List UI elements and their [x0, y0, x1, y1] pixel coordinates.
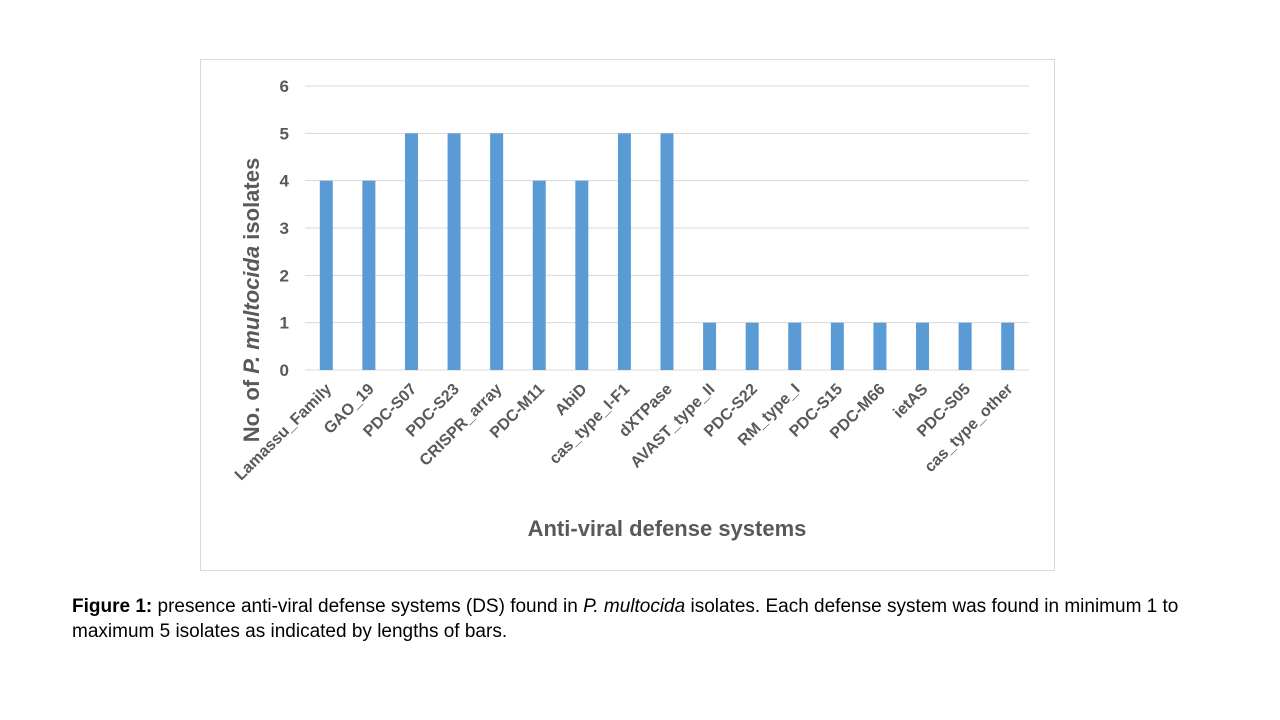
y-tick-label: 6	[280, 77, 289, 96]
bar-PDC-S22	[745, 322, 759, 370]
x-category-label: ietAS	[890, 381, 931, 422]
bar-Lamassu_Family	[319, 180, 333, 370]
y-tick-label: 3	[280, 219, 289, 238]
bar-ietAS	[916, 322, 930, 370]
bar-chart: 0 1 2 3 4 5 6 Lamassu_FamilyGAO_19PDC-S07PDC-S…	[232, 77, 1029, 541]
bar-PDC-S23	[447, 133, 461, 370]
y-tick-label: 2	[280, 266, 289, 285]
x-axis-title: Anti-viral defense systems	[528, 516, 807, 541]
figure-caption: Figure 1: presence anti-viral defense sy…	[72, 594, 1212, 644]
bar-PDC-S05	[958, 322, 972, 370]
y-tick-label: 4	[280, 172, 290, 191]
y-tick-label: 5	[280, 124, 289, 143]
bar-PDC-S15	[830, 322, 844, 370]
y-tick-labels: 0 1 2 3 4 5 6	[280, 77, 290, 380]
x-category-labels: Lamassu_FamilyGAO_19PDC-S07PDC-S23CRISPR…	[232, 381, 1017, 484]
caption-label: Figure 1:	[72, 596, 153, 617]
bar-cas_type_other	[1001, 322, 1015, 370]
bar-CRISPR_array	[490, 133, 504, 370]
bar-AVAST_type_II	[703, 322, 717, 370]
bar-AbiD	[575, 180, 589, 370]
y-axis-title: No. of P. multocida isolates	[239, 158, 264, 442]
y-tick-label: 1	[280, 314, 289, 333]
bar-PDC-M11	[532, 180, 546, 370]
bar-GAO_19	[362, 180, 376, 370]
bar-PDC-M66	[873, 322, 887, 370]
x-category-label: AbiD	[552, 381, 590, 419]
caption-text-after: isolates. Each defense system was found …	[72, 596, 1179, 642]
bars	[319, 133, 1015, 370]
bar-cas_type_I-F1	[617, 133, 631, 370]
chart-frame: 0 1 2 3 4 5 6 Lamassu_Family GAO_19 PDC-S07 PDC-S…	[200, 59, 1055, 571]
caption-italic: P. multocida	[583, 596, 686, 617]
y-tick-label: 0	[280, 361, 289, 380]
caption-text-before: presence anti-viral defense systems (DS)…	[152, 596, 584, 617]
bar-RM_type_I	[788, 322, 802, 370]
bar-dXTPase	[660, 133, 674, 370]
bar-PDC-S07	[404, 133, 418, 370]
